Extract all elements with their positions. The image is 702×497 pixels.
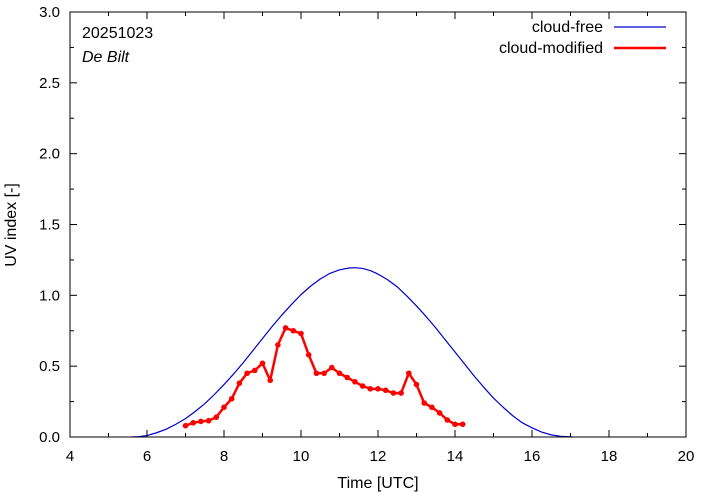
data-point (259, 360, 266, 367)
data-point (336, 370, 343, 377)
data-point (329, 364, 335, 371)
data-point (367, 386, 374, 392)
legend-label-cloud-free: cloud-free (532, 19, 603, 36)
legend-label-cloud-modified: cloud-modified (499, 40, 603, 57)
data-point (459, 421, 466, 428)
y-tick-label: 2.5 (39, 75, 60, 92)
legend: cloud-free cloud-modified (499, 19, 666, 57)
series-layer (131, 267, 573, 438)
y-axis-title: UV index [-] (3, 183, 20, 267)
x-tick-label: 18 (601, 448, 618, 465)
y-tick-label: 0.5 (39, 358, 60, 375)
data-point (344, 374, 351, 381)
station-annotation: De Bilt (82, 49, 130, 66)
data-point (406, 370, 412, 377)
x-tick-label: 8 (220, 448, 228, 465)
data-point (252, 367, 258, 374)
data-point (313, 370, 320, 377)
data-point (452, 421, 458, 428)
x-tick-label: 10 (293, 448, 310, 465)
x-axis-title: Time [UTC] (337, 475, 418, 492)
x-tick-label: 16 (524, 448, 541, 465)
x-tick-label: 4 (66, 448, 74, 465)
data-point (267, 377, 274, 384)
data-point (398, 390, 404, 396)
data-point (282, 325, 289, 331)
data-point (359, 383, 366, 389)
date-annotation: 20251023 (82, 25, 153, 42)
x-tick-label: 12 (370, 448, 387, 465)
y-tick-label: 0.0 (39, 429, 60, 446)
data-point (421, 400, 428, 406)
data-point (275, 342, 281, 348)
data-point (390, 390, 397, 396)
x-tick-labels: 4 6 8 10 12 14 16 18 20 (66, 448, 695, 465)
data-point (444, 417, 451, 423)
data-point (198, 418, 204, 425)
y-tick-labels: 0.0 0.5 1.0 1.5 2.0 2.5 3.0 (39, 4, 60, 446)
data-point (375, 386, 381, 392)
data-point (228, 395, 235, 402)
plot-frame (69, 11, 687, 438)
data-point (236, 380, 243, 386)
data-point (321, 370, 327, 377)
series-line-cloud-free (131, 267, 573, 438)
data-point (429, 404, 435, 411)
data-point (298, 330, 304, 337)
y-tick-label: 3.0 (39, 4, 60, 21)
tick-layer (69, 11, 687, 438)
y-tick-label: 1.0 (39, 287, 60, 304)
data-point (190, 420, 196, 426)
data-point (244, 370, 250, 377)
data-point (213, 414, 220, 420)
data-point (352, 378, 358, 385)
x-tick-label: 6 (143, 448, 151, 465)
data-point (221, 404, 227, 411)
data-point (382, 387, 389, 394)
data-point (413, 381, 420, 388)
data-point (182, 422, 189, 429)
x-tick-label: 14 (447, 448, 464, 465)
y-tick-label: 1.5 (39, 217, 60, 234)
y-tick-label: 2.0 (39, 146, 60, 163)
data-point (205, 417, 212, 424)
x-tick-label: 20 (678, 448, 695, 465)
data-point (305, 352, 312, 358)
data-point (436, 410, 443, 416)
data-point (290, 327, 297, 334)
